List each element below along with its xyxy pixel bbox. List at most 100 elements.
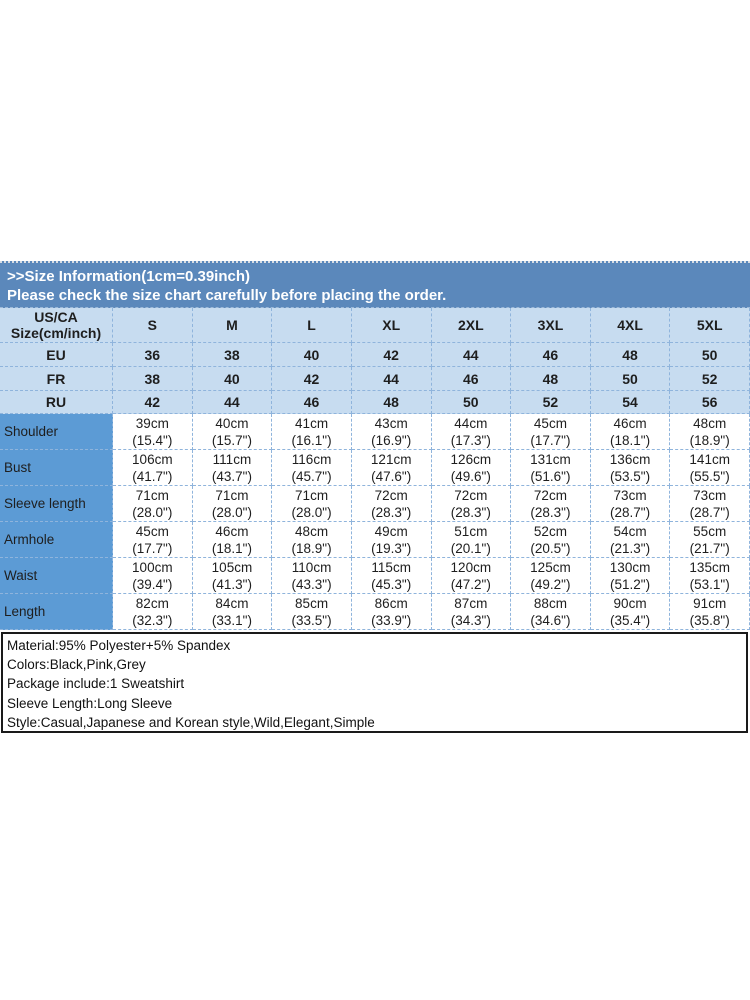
region-size-value: 50: [590, 367, 671, 391]
measurement-inch-value: (53.1"): [689, 576, 730, 592]
measurement-value-cell: 73cm (28.7"): [590, 486, 671, 522]
size-column-header: 5XL: [670, 308, 750, 343]
measurement-row-label: Armhole: [0, 522, 113, 558]
measurement-cm-value: 72cm: [454, 487, 488, 503]
measurement-cm-value: 106cm: [132, 451, 173, 467]
measurement-row-label: Waist: [0, 558, 113, 594]
measurement-value-cell: 100cm (39.4"): [113, 558, 193, 594]
region-size-value: 38: [192, 343, 273, 367]
measurement-value-cell: 82cm (32.3"): [113, 594, 193, 630]
measurement-inch-value: (35.4"): [610, 612, 651, 628]
region-size-value: 48: [590, 343, 671, 367]
size-column-header: 4XL: [590, 308, 671, 343]
measurement-inch-value: (51.6"): [530, 468, 571, 484]
measurement-cm-value: 46cm: [613, 415, 647, 431]
measurement-cm-value: 131cm: [530, 451, 571, 467]
measurement-cm-value: 86cm: [374, 595, 408, 611]
product-info-line-sleeve: Sleeve Length:Long Sleeve: [7, 695, 173, 711]
measurement-cm-value: 105cm: [211, 559, 253, 575]
measurement-inch-value: (49.6"): [450, 468, 491, 484]
size-column-header: 2XL: [431, 308, 512, 343]
measurement-value-cell: 54cm (21.3"): [590, 522, 671, 558]
measurement-cm-value: 110cm: [291, 559, 332, 575]
measurement-inch-value: (21.7"): [689, 540, 730, 556]
measurement-value-cell: 110cm (43.3"): [272, 558, 352, 594]
measurement-value-cell: 120cm (47.2"): [431, 558, 512, 594]
measurement-inch-value: (43.7"): [211, 468, 252, 484]
region-row-label: RU: [0, 391, 113, 414]
region-row-label: FR: [0, 367, 113, 391]
corner-header-line: US/CA: [34, 309, 78, 325]
measurement-value-cell: 43cm (16.9"): [351, 414, 432, 450]
measurement-inch-value: (15.4"): [132, 432, 173, 448]
measurement-cm-value: 141cm: [689, 451, 730, 467]
measurement-value-cell: 86cm (33.9"): [351, 594, 432, 630]
measurement-inch-value: (28.3"): [450, 504, 491, 520]
measurement-inch-value: (20.1"): [450, 540, 491, 556]
measurement-inch-value: (47.2"): [450, 576, 491, 592]
size-chart-table: US/CA Size(cm/inch) S M L XL 2XL 3XL 4XL 5XL EU 36 3…: [0, 308, 750, 630]
product-info-line-colors: Colors:Black,Pink,Grey: [7, 657, 146, 673]
measurement-value-cell: 73cm (28.7"): [670, 486, 750, 522]
measurement-inch-value: (18.1"): [610, 432, 651, 448]
measurement-inch-value: (18.1"): [211, 540, 252, 556]
measurement-inch-value: (45.7"): [291, 468, 332, 484]
measurement-inch-value: (43.3"): [291, 576, 332, 592]
measurement-cm-value: 45cm: [135, 523, 169, 539]
measurement-inch-value: (28.0"): [211, 504, 252, 520]
measurement-value-cell: 130cm (51.2"): [590, 558, 671, 594]
product-info-box: Material:95% Polyester+5% Spandex Colors…: [1, 632, 748, 733]
measurement-cm-value: 73cm: [693, 487, 727, 503]
product-info-line-package: Package include:1 Sweatshirt: [7, 676, 185, 692]
measurement-inch-value: (20.5"): [530, 540, 571, 556]
region-size-value: 46: [511, 343, 591, 367]
measurement-inch-value: (17.3"): [450, 432, 491, 448]
product-info-line-style: Style:Casual,Japanese and Korean style,W…: [7, 714, 375, 730]
region-size-value: 48: [511, 367, 591, 391]
measurement-cm-value: 91cm: [693, 595, 727, 611]
measurement-cm-value: 49cm: [374, 523, 408, 539]
region-size-value: 42: [351, 343, 432, 367]
measurement-value-cell: 72cm (28.3"): [351, 486, 432, 522]
region-size-value: 56: [670, 391, 750, 414]
measurement-value-cell: 71cm (28.0"): [272, 486, 352, 522]
measurement-value-cell: 121cm (47.6"): [351, 450, 432, 486]
measurement-inch-value: (16.9"): [371, 432, 412, 448]
measurement-value-cell: 91cm (35.8"): [670, 594, 750, 630]
region-size-value: 42: [272, 367, 352, 391]
measurement-inch-value: (15.7"): [211, 432, 252, 448]
measurement-value-cell: 72cm (28.3"): [431, 486, 512, 522]
region-size-value: 54: [590, 391, 671, 414]
measurement-cm-value: 72cm: [533, 487, 567, 503]
region-size-value: 40: [192, 367, 273, 391]
measurement-cm-value: 48cm: [693, 415, 727, 431]
measurement-inch-value: (35.8"): [689, 612, 730, 628]
product-info-line-material: Material:95% Polyester+5% Spandex: [7, 638, 231, 653]
measurement-value-cell: 88cm (34.6"): [511, 594, 591, 630]
measurement-inch-value: (19.3"): [371, 540, 412, 556]
measurement-cm-value: 90cm: [613, 595, 647, 611]
measurement-value-cell: 45cm (17.7"): [511, 414, 591, 450]
region-size-value: 50: [670, 343, 750, 367]
measurement-inch-value: (28.0"): [291, 504, 332, 520]
banner-title: >>Size Information(1cm=0.39inch): [7, 268, 250, 285]
corner-header: US/CA Size(cm/inch): [0, 308, 113, 343]
measurement-cm-value: 121cm: [370, 451, 412, 467]
measurement-value-cell: 55cm (21.7"): [670, 522, 750, 558]
measurement-inch-value: (55.5"): [689, 468, 730, 484]
measurement-value-cell: 136cm (53.5"): [590, 450, 671, 486]
measurement-cm-value: 84cm: [215, 595, 249, 611]
corner-header-line: Size(cm/inch): [10, 325, 102, 341]
measurement-cm-value: 52cm: [533, 523, 567, 539]
measurement-cm-value: 43cm: [374, 415, 408, 431]
measurement-cm-value: 130cm: [609, 559, 651, 575]
measurement-cm-value: 88cm: [533, 595, 567, 611]
measurement-cm-value: 51cm: [454, 523, 488, 539]
measurement-value-cell: 41cm (16.1"): [272, 414, 352, 450]
measurement-row-label: Length: [0, 594, 113, 630]
region-size-value: 46: [272, 391, 352, 414]
banner-subtitle: Please check the size chart carefully be…: [7, 287, 447, 304]
measurement-cm-value: 41cm: [295, 415, 329, 431]
measurement-value-cell: 131cm (51.6"): [511, 450, 591, 486]
measurement-value-cell: 72cm (28.3"): [511, 486, 591, 522]
